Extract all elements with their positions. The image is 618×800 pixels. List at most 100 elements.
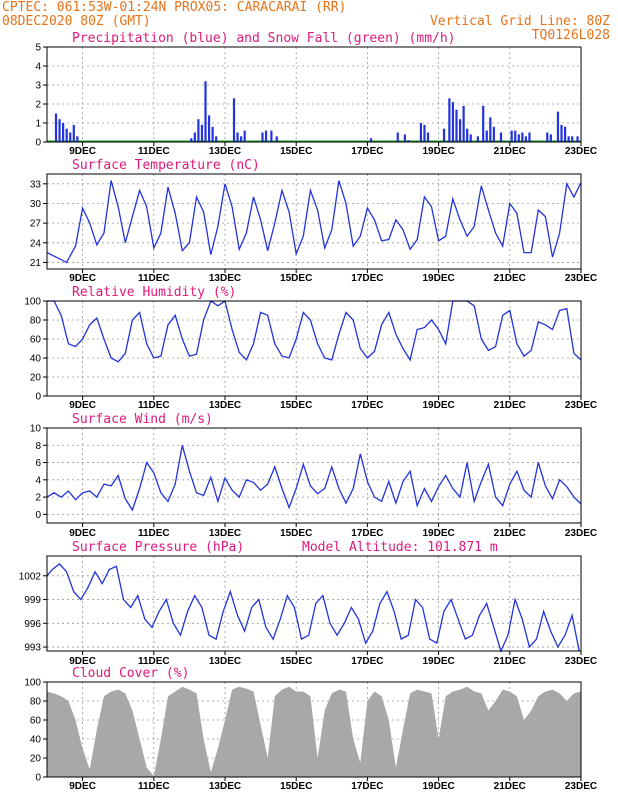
x-tick-label: 19DEC	[422, 528, 454, 539]
precipitation-bar	[65, 128, 68, 142]
x-tick-label: 23DEC	[565, 528, 597, 539]
y-tick-label: 996	[24, 619, 41, 630]
cloud-cover-title: Cloud Cover (%)	[72, 666, 189, 681]
precipitation-bar	[197, 119, 200, 142]
y-tick-label: 20	[30, 373, 42, 384]
x-tick-label: 11DEC	[138, 273, 170, 284]
precipitation-bar	[423, 124, 426, 142]
temperature-panel: Surface Temperature (nC) 21 24 27 30 33 9DEC 1…	[30, 158, 597, 284]
precipitation-bar	[76, 136, 79, 142]
y-tick-label: 0	[35, 138, 41, 149]
precipitation-bar	[403, 134, 406, 142]
x-tick-label: 11DEC	[138, 656, 170, 667]
header-model: TQ0126L028	[532, 28, 610, 43]
x-tick-label: 17DEC	[351, 656, 383, 667]
y-tick-label: 2	[35, 493, 41, 504]
series-line	[46, 445, 582, 512]
x-tick-label: 21DEC	[494, 400, 526, 411]
precipitation-bar	[549, 134, 552, 142]
x-tick-label: 23DEC	[565, 781, 597, 792]
precipitation-bar	[462, 105, 465, 142]
precipitation-bar	[563, 126, 567, 142]
precipitation-bar	[419, 123, 422, 142]
y-tick-label: 100	[24, 297, 41, 308]
x-tick-label: 17DEC	[351, 273, 383, 284]
precipitation-bar	[528, 132, 531, 142]
y-tick-label: 40	[30, 354, 42, 365]
panel-frame	[46, 46, 582, 143]
y-tick-label: 1	[35, 119, 41, 130]
precipitation-bar	[236, 132, 239, 142]
x-tick-label: 13DEC	[209, 656, 241, 667]
precipitation-bar	[469, 134, 472, 142]
y-tick-label: 40	[30, 735, 42, 746]
x-tick-label: 9DEC	[69, 528, 96, 539]
x-tick-label: 9DEC	[69, 146, 96, 157]
y-tick-label: 0	[35, 773, 41, 784]
precipitation-bar	[492, 126, 495, 142]
precipitation-bar	[62, 123, 65, 142]
x-tick-label: 19DEC	[422, 273, 454, 284]
x-tick-label: 13DEC	[209, 146, 241, 157]
y-tick-label: 80	[30, 697, 42, 708]
y-tick-label: 4	[35, 62, 41, 73]
x-tick-label: 19DEC	[422, 656, 454, 667]
series-line	[46, 180, 582, 264]
precipitation-bar	[215, 136, 218, 142]
y-tick-label: 24	[30, 238, 42, 249]
x-tick-label: 13DEC	[209, 528, 241, 539]
precipitation-bar	[485, 130, 488, 142]
x-tick-label: 21DEC	[494, 781, 526, 792]
precipitation-bar	[407, 140, 410, 142]
pressure-title: Surface Pressure (hPa)	[72, 540, 244, 555]
series-line	[47, 299, 582, 363]
x-tick-label: 15DEC	[280, 656, 312, 667]
precipitation-bar	[58, 119, 61, 142]
y-tick-label: 999	[24, 595, 41, 606]
precipitation-bar	[232, 98, 236, 142]
y-tick-label: 27	[30, 219, 42, 230]
panel-frame	[46, 300, 582, 397]
precipitation-bar	[521, 132, 524, 142]
cloud-cover-panel: Cloud Cover (%) 0 20 40 60 80 100 9DEC 11DEC 13D…	[24, 666, 597, 792]
x-tick-label: 17DEC	[351, 528, 383, 539]
wind-panel: Surface Wind (m/s) 0 2 4 6 8 10 9DEC 11DEC 13DEC…	[30, 412, 597, 539]
precipitation-bar	[275, 136, 278, 142]
precipitation-bar	[204, 81, 207, 142]
precipitation-bar	[482, 105, 485, 142]
precipitation-bar	[369, 138, 373, 142]
precipitation-bar	[476, 136, 479, 142]
y-tick-label: 0	[35, 392, 41, 403]
precipitation-bar	[243, 130, 246, 142]
panel-frame	[46, 427, 582, 524]
precipitation-bar	[571, 136, 574, 142]
x-tick-label: 11DEC	[138, 528, 170, 539]
precipitation-bar	[556, 111, 560, 142]
y-tick-label: 4	[35, 475, 41, 486]
y-tick-label: 993	[24, 643, 41, 654]
precipitation-bar	[207, 115, 211, 142]
panel-frame	[46, 173, 582, 270]
model-altitude-annotation: Model Altitude: 101.871 m	[302, 540, 498, 555]
x-tick-label: 17DEC	[351, 400, 383, 411]
precipitation-bar	[510, 130, 513, 142]
humidity-panel: Relative Humidity (%) 0 20 40 60 80 100 9DEC 11…	[24, 285, 597, 411]
temperature-title: Surface Temperature (nC)	[72, 158, 260, 173]
y-tick-label: 3	[35, 81, 41, 92]
y-tick-label: 30	[30, 199, 42, 210]
precipitation-bar	[576, 136, 579, 142]
header-grid-line: Vertical Grid Line: 80Z	[430, 14, 610, 29]
x-tick-label: 13DEC	[209, 273, 241, 284]
x-tick-label: 23DEC	[565, 656, 597, 667]
x-tick-label: 15DEC	[280, 273, 312, 284]
x-tick-label: 23DEC	[565, 400, 597, 411]
precipitation-bar	[455, 109, 458, 142]
precipitation-bar	[546, 132, 549, 142]
precipitation-bar	[517, 134, 520, 142]
precipitation-bar	[72, 124, 75, 142]
x-tick-label: 19DEC	[422, 400, 454, 411]
x-tick-label: 11DEC	[138, 400, 170, 411]
precipitation-bar	[458, 119, 462, 142]
panel-frame	[46, 555, 582, 652]
header-station: CPTEC: 061:53W-01:24N PROX05: CARACARAI …	[2, 0, 346, 15]
